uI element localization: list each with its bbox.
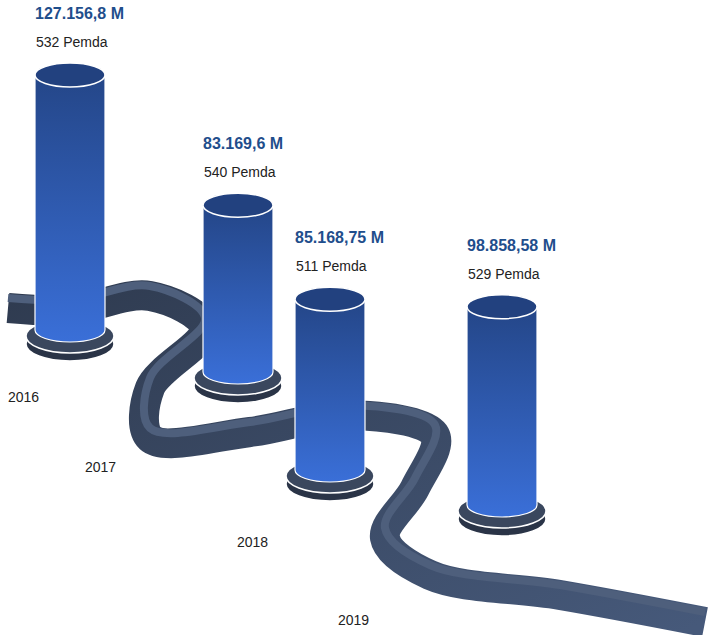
bar-body — [295, 299, 365, 482]
road-side — [8, 295, 705, 622]
bars — [26, 63, 546, 536]
bar — [467, 295, 537, 517]
annotation: 511 Pemda — [296, 258, 367, 274]
annotation: 532 Pemda — [36, 34, 108, 50]
data-label: 85.168,75 M — [295, 229, 384, 246]
bar-top — [203, 193, 273, 217]
data-label: 83.169,6 M — [203, 135, 283, 152]
bar-body — [203, 205, 273, 384]
annotation: 540 Pemda — [204, 164, 276, 180]
bar-top — [35, 63, 105, 87]
labels: 127.156,8 M 532 Pemda 2016 83.169,6 M 540 Pe… — [8, 5, 556, 628]
bar-top — [467, 295, 537, 319]
road — [8, 285, 705, 622]
category-label: 2016 — [8, 389, 39, 405]
bar — [295, 287, 365, 482]
bar — [35, 63, 105, 342]
bar — [203, 193, 273, 384]
category-label: 2018 — [237, 534, 268, 550]
bar-body — [467, 307, 537, 517]
category-label: 2017 — [85, 459, 116, 475]
bar-top — [295, 287, 365, 311]
data-label: 127.156,8 M — [35, 5, 124, 22]
annotation: 529 Pemda — [468, 266, 540, 282]
data-label: 98.858,58 M — [467, 237, 556, 254]
bar-body — [35, 75, 105, 342]
road-top — [8, 285, 705, 612]
category-label: 2019 — [338, 612, 369, 628]
chart: 127.156,8 M 532 Pemda 2016 83.169,6 M 540 Pe… — [0, 0, 716, 635]
